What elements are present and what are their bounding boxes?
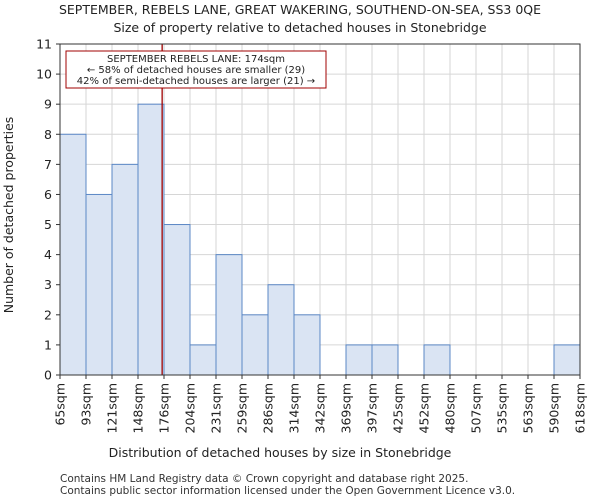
bar xyxy=(241,314,269,376)
bar xyxy=(85,193,113,376)
x-tick-label: 204sqm xyxy=(183,383,198,433)
y-tick-label: 0 xyxy=(44,368,52,383)
bar xyxy=(59,133,87,376)
y-tick-label: 5 xyxy=(44,217,52,232)
x-tick-label: 65sqm xyxy=(53,383,68,426)
bar xyxy=(267,284,295,376)
y-ticks: 0 1 2 3 4 5 6 7 8 9 10 11 xyxy=(36,37,60,383)
y-tick-label: 4 xyxy=(44,247,52,262)
y-axis-label: Number of detached properties xyxy=(1,117,16,314)
x-tick-label: 397sqm xyxy=(365,383,380,433)
annotation-line-3: 42% of semi-detached houses are larger (… xyxy=(77,76,315,87)
chart-subtitle: Size of property relative to detached ho… xyxy=(113,20,486,35)
bar xyxy=(137,103,165,376)
bar xyxy=(111,163,139,376)
x-axis-label: Distribution of detached houses by size … xyxy=(109,445,452,460)
y-tick-label: 6 xyxy=(44,187,52,202)
chart-title: SEPTEMBER, REBELS LANE, GREAT WAKERING, … xyxy=(59,2,541,17)
bar xyxy=(423,344,451,376)
bar xyxy=(189,344,217,376)
bar xyxy=(371,344,399,376)
x-tick-label: 425sqm xyxy=(391,383,406,433)
x-tick-label: 618sqm xyxy=(573,383,588,433)
x-tick-label: 342sqm xyxy=(313,383,328,433)
plot-frame xyxy=(59,43,581,376)
x-tick-label: 452sqm xyxy=(417,383,432,433)
x-tick-label: 231sqm xyxy=(209,383,224,433)
footer-line-2: Contains public sector information licen… xyxy=(60,485,515,497)
x-ticks: 65sqm 93sqm 121sqm 148sqm 176sqm 204sqm 231sqm… xyxy=(53,375,588,433)
x-tick-label: 121sqm xyxy=(105,383,120,433)
footer-line-1: Contains HM Land Registry data © Crown c… xyxy=(60,473,468,485)
x-tick-label: 314sqm xyxy=(287,383,302,433)
bars xyxy=(59,103,581,376)
annotation-box xyxy=(65,50,327,89)
bar xyxy=(345,344,373,376)
bar xyxy=(293,314,321,376)
bar xyxy=(553,344,581,376)
x-tick-label: 590sqm xyxy=(547,383,562,433)
x-tick-label: 93sqm xyxy=(79,383,94,426)
x-tick-label: 286sqm xyxy=(261,383,276,433)
bar xyxy=(215,254,243,376)
y-tick-label: 11 xyxy=(36,37,52,52)
x-tick-label: 369sqm xyxy=(339,383,354,433)
x-tick-label: 148sqm xyxy=(131,383,146,433)
y-tick-label: 2 xyxy=(44,307,52,322)
x-tick-label: 563sqm xyxy=(521,383,536,433)
y-tick-label: 9 xyxy=(44,97,52,112)
y-tick-label: 8 xyxy=(44,127,52,142)
annotation-line-2: ← 58% of detached houses are smaller (29… xyxy=(87,65,305,76)
marker-group: SEPTEMBER REBELS LANE: 174sqm← 58% of de… xyxy=(65,44,327,375)
x-tick-label: 176sqm xyxy=(157,383,172,433)
x-tick-label: 259sqm xyxy=(235,383,250,433)
y-tick-label: 10 xyxy=(36,67,52,82)
x-tick-label: 535sqm xyxy=(495,383,510,433)
y-tick-label: 1 xyxy=(44,337,52,352)
x-tick-label: 480sqm xyxy=(443,383,458,433)
y-tick-label: 3 xyxy=(44,277,52,292)
bar xyxy=(163,224,191,376)
y-tick-label: 7 xyxy=(44,157,52,172)
x-tick-label: 507sqm xyxy=(469,383,484,433)
annotation-line-1: SEPTEMBER REBELS LANE: 174sqm xyxy=(107,54,285,65)
